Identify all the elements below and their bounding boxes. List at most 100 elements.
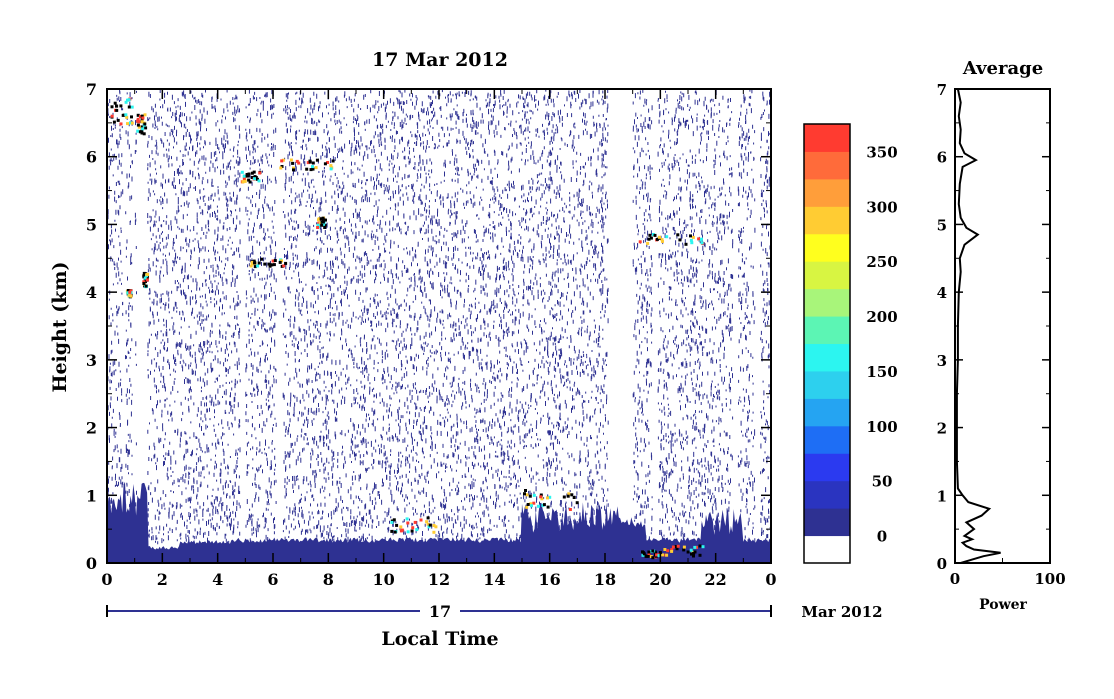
echo-cell [257,261,261,265]
colorbar-swatch [804,425,850,454]
echo-cell [648,233,652,237]
colorbar-swatch [804,261,850,290]
echo-4km [125,289,133,299]
echo-cell [647,554,651,558]
surface-layer-path [107,481,771,563]
echo-cell [686,550,690,554]
y-tick-label: 0 [86,554,97,573]
echo-cell [674,545,678,548]
echo-cell [113,101,117,105]
echo-cell [127,98,131,102]
echo-cell [682,545,686,549]
colorbar-swatch [804,343,850,372]
x-tick-label: 2 [157,570,168,589]
echo-cell [126,122,129,126]
echo-cell [316,223,320,227]
colorbar: 0 50 100 150 200 250 300 350 [803,123,898,564]
echo-cell [142,280,146,284]
echo-cell [642,552,646,556]
echo-cell [676,544,680,548]
echo-cell [661,553,665,557]
echo-cell [240,170,244,174]
echo-cell [666,549,670,553]
echo-cell [242,174,246,178]
echo-cell [257,179,261,183]
echo-cell [245,174,249,178]
echo-cell [115,108,119,112]
colorbar-swatch [804,233,850,262]
echo-cell [321,220,325,224]
echo-cell [138,115,142,118]
average-y-tick-label: 4 [937,284,947,302]
echo-cell [311,161,315,165]
echo-cell [253,265,257,269]
echo-bl-midday [390,516,438,534]
x-tick-label: 22 [705,570,727,589]
echo-cell [124,113,128,117]
echo-cell [536,504,540,508]
echo-cell [645,554,649,558]
echo-cell [690,241,694,245]
echo-cell [306,161,310,165]
echo-cell [329,164,333,168]
echo-cell [110,114,114,118]
echo-cell [129,294,133,298]
echo-cell [661,239,664,243]
echo-cell [271,259,275,263]
echo-cell [253,261,257,265]
echo-cell [419,518,423,522]
echo-cell [400,528,404,532]
echo-cell [130,121,134,125]
echo-cell [144,284,148,288]
echo-cell [647,237,651,241]
x-tick-label: 20 [649,570,671,589]
echo-cell [278,260,282,264]
echo-cell [292,166,295,170]
echo-cell [297,161,301,165]
echo-cell [657,554,661,558]
echo-cloud-5km [316,216,327,229]
echo-cell [649,236,653,240]
echo-cell [273,259,277,262]
echo-cell [254,176,258,179]
echo-cell [684,242,688,246]
echo-cell [267,262,271,266]
echo-cell [323,162,327,166]
y-tick-label: 6 [86,148,97,167]
echo-cell [413,520,417,524]
echo-cell [546,505,550,509]
echo-cell [140,120,144,124]
echo-cell [528,494,532,498]
echo-cell [142,274,146,278]
echo-cell [698,553,702,557]
echo-cell [411,526,415,530]
echo-cell [651,556,655,560]
echo-cell [323,226,327,229]
colorbar-frame [803,123,851,564]
echo-cell [671,545,675,549]
echo-cell [689,548,693,552]
echo-cell [291,161,295,165]
echo-cell [432,524,436,527]
echo-cell [324,218,327,222]
echo-cell [136,129,140,133]
average-y-tick-label: 5 [937,216,947,234]
colorbar-swatch [804,508,850,537]
echo-cell [405,517,409,521]
echo-cell [253,177,256,181]
echo-cell [323,223,327,227]
echo-cell [138,130,142,134]
x-tick-label: 8 [323,570,334,589]
echo-cell [250,176,254,179]
echo-cell [326,161,330,164]
echo-cell [654,551,658,555]
y-axis-label: Height (km) [49,262,71,393]
echo-cell [315,158,319,162]
echo-cloud-6km [279,158,335,172]
echo-cell [250,171,254,175]
echo-cell [248,180,252,184]
echo-cell [567,492,571,496]
plot-background [107,89,771,563]
echo-cell [130,105,134,109]
